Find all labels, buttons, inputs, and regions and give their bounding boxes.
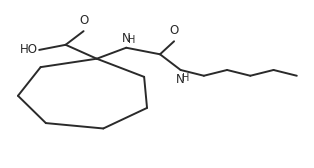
Text: H: H	[128, 35, 135, 45]
Text: O: O	[79, 14, 88, 27]
Text: HO: HO	[20, 43, 38, 56]
Text: N: N	[176, 73, 185, 86]
Text: N: N	[122, 32, 131, 45]
Text: O: O	[170, 24, 179, 37]
Text: H: H	[182, 73, 190, 83]
